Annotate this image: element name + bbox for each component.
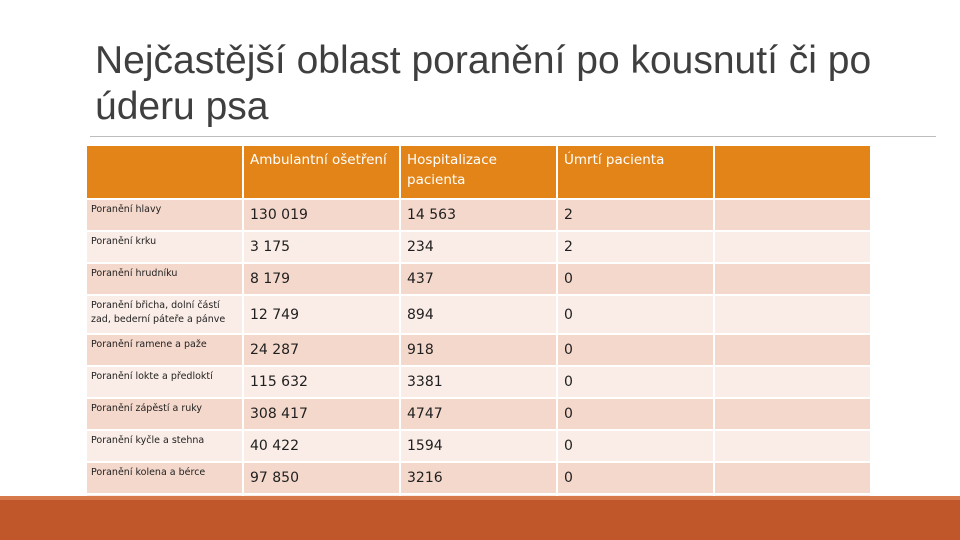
value-cell: 234 [401, 232, 556, 262]
row-label: Poranění kyčle a stehna [87, 431, 242, 461]
table-row: Poranění hlavy 130 019 14 563 2 [87, 200, 870, 230]
value-cell: 2 [558, 232, 713, 262]
value-cell: 2 [558, 200, 713, 230]
footer-bar [0, 500, 960, 540]
empty-cell [715, 264, 870, 294]
table-row: Poranění hrudníku 8 179 437 0 [87, 264, 870, 294]
empty-cell [715, 399, 870, 429]
value-cell: 40 422 [244, 431, 399, 461]
value-cell: 437 [401, 264, 556, 294]
row-label: Poranění ramene a paže [87, 335, 242, 365]
value-cell: 0 [558, 335, 713, 365]
table-row: Poranění zápěstí a ruky 308 417 4747 0 [87, 399, 870, 429]
empty-cell [715, 367, 870, 397]
header-cell: Ambulantní ošetření [244, 146, 399, 198]
value-cell: 3 175 [244, 232, 399, 262]
value-cell: 0 [558, 431, 713, 461]
value-cell: 0 [558, 264, 713, 294]
header-row: Ambulantní ošetření Hospitalizace pacient… [87, 146, 870, 198]
row-label: Poranění zápěstí a ruky [87, 399, 242, 429]
empty-cell [715, 335, 870, 365]
header-cell [715, 146, 870, 198]
table-row: Poranění lokte a předloktí 115 632 3381 0 [87, 367, 870, 397]
value-cell: 308 417 [244, 399, 399, 429]
table-row: Poranění břicha, dolní částí zad, bedern… [87, 296, 870, 333]
empty-cell [715, 232, 870, 262]
value-cell: 12 749 [244, 296, 399, 333]
footer-accent [0, 496, 960, 500]
slide-title: Nejčastější oblast poranění po kousnutí … [95, 39, 872, 128]
empty-cell [715, 431, 870, 461]
value-cell: 14 563 [401, 200, 556, 230]
table-row: Poranění kolena a bérce 97 850 3216 0 [87, 463, 870, 493]
value-cell: 8 179 [244, 264, 399, 294]
value-cell: 4747 [401, 399, 556, 429]
row-label: Poranění hlavy [87, 200, 242, 230]
value-cell: 0 [558, 296, 713, 333]
value-cell: 24 287 [244, 335, 399, 365]
header-cell: Úmrtí pacienta [558, 146, 713, 198]
header-cell: Hospitalizace pacienta [401, 146, 556, 198]
value-cell: 3381 [401, 367, 556, 397]
value-cell: 0 [558, 463, 713, 493]
value-cell: 97 850 [244, 463, 399, 493]
value-cell: 115 632 [244, 367, 399, 397]
value-cell: 3216 [401, 463, 556, 493]
empty-cell [715, 296, 870, 333]
value-cell: 1594 [401, 431, 556, 461]
value-cell: 894 [401, 296, 556, 333]
value-cell: 918 [401, 335, 556, 365]
value-cell: 0 [558, 399, 713, 429]
table-row: Poranění kyčle a stehna 40 422 1594 0 [87, 431, 870, 461]
empty-cell [715, 463, 870, 493]
empty-cell [715, 200, 870, 230]
row-label: Poranění krku [87, 232, 242, 262]
row-label: Poranění hrudníku [87, 264, 242, 294]
data-table: Ambulantní ošetření Hospitalizace pacient… [85, 144, 872, 527]
value-cell: 130 019 [244, 200, 399, 230]
table-row: Poranění ramene a paže 24 287 918 0 [87, 335, 870, 365]
row-label: Poranění kolena a bérce [87, 463, 242, 493]
row-label: Poranění břicha, dolní částí zad, bedern… [87, 296, 242, 333]
value-cell: 0 [558, 367, 713, 397]
row-label: Poranění lokte a předloktí [87, 367, 242, 397]
title-rule [90, 136, 936, 137]
header-cell [87, 146, 242, 198]
table-row: Poranění krku 3 175 234 2 [87, 232, 870, 262]
